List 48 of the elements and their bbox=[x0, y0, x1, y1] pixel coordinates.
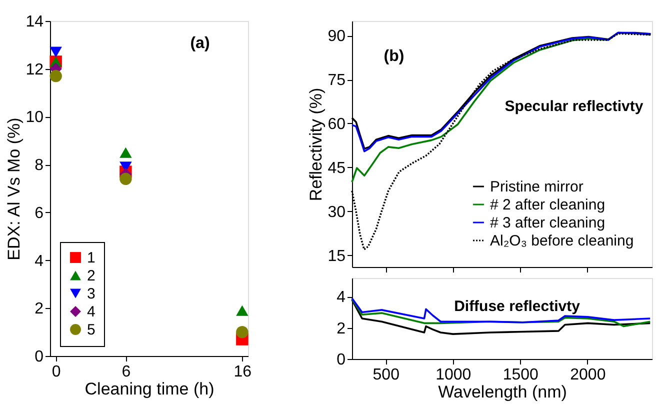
legend-label: Pristine mirror bbox=[490, 178, 584, 196]
y-tick-label: 45 bbox=[328, 160, 346, 177]
annotation: (a) bbox=[190, 35, 210, 52]
y-tick-label: 2 bbox=[34, 300, 44, 318]
annotation: (b) bbox=[384, 48, 404, 65]
y-tick-label: 75 bbox=[328, 72, 346, 90]
y-tick-label: 60 bbox=[328, 116, 346, 133]
legend-label: 5 bbox=[87, 322, 96, 338]
legend-label: 1 bbox=[87, 250, 96, 266]
x-axis-title: Cleaning time (h) bbox=[84, 380, 214, 398]
y-tick-label: 2 bbox=[336, 320, 346, 338]
y-tick-label: 30 bbox=[328, 204, 346, 221]
point bbox=[50, 46, 62, 58]
x-axis-title: Wavelength (nm) bbox=[438, 382, 567, 402]
y-tick-label: 6 bbox=[34, 204, 44, 222]
x-tick-label: 0 bbox=[52, 364, 61, 380]
y-tick-label: 15 bbox=[328, 248, 346, 265]
x-tick-label: 500 bbox=[372, 366, 400, 384]
y-tick-label: 4 bbox=[34, 252, 44, 270]
y-axis-title: Reflectivity (%) bbox=[306, 88, 326, 202]
point bbox=[120, 147, 132, 158]
x-tick-label: 6 bbox=[122, 364, 131, 380]
y-axis-title: EDX: Al Vs Mo (%) bbox=[4, 118, 24, 260]
line-series bbox=[351, 297, 652, 324]
annotation: Diffuse reflectivty bbox=[454, 298, 581, 315]
legend-label: 3 bbox=[87, 286, 96, 302]
annotation: Specular reflectivty bbox=[504, 98, 644, 115]
legend-label: # 3 after cleaning bbox=[490, 214, 606, 232]
y-tick-label: 90 bbox=[328, 28, 346, 46]
y-tick-label: 4 bbox=[336, 289, 346, 306]
y-tick-label: 10 bbox=[26, 109, 44, 126]
y-tick-label: 12 bbox=[26, 61, 44, 78]
legend-label: 2 bbox=[87, 268, 96, 284]
x-tick-label: 16 bbox=[234, 364, 252, 380]
x-tick-label: 1500 bbox=[502, 366, 539, 384]
point bbox=[120, 172, 132, 186]
y-tick-label: 8 bbox=[34, 157, 44, 174]
legend-label: # 2 after cleaning bbox=[490, 196, 606, 214]
y-tick-label: 0 bbox=[34, 348, 44, 366]
y-tick-label: 0 bbox=[336, 352, 346, 368]
legend-label: Al₂O₃ before cleaning bbox=[490, 232, 634, 250]
point bbox=[50, 70, 62, 82]
point bbox=[236, 326, 248, 338]
y-tick-label: 14 bbox=[26, 14, 44, 30]
x-tick-label: 2000 bbox=[570, 366, 606, 384]
point bbox=[236, 305, 248, 316]
legend-label: 4 bbox=[87, 304, 96, 320]
x-tick-label: 1000 bbox=[436, 366, 472, 384]
